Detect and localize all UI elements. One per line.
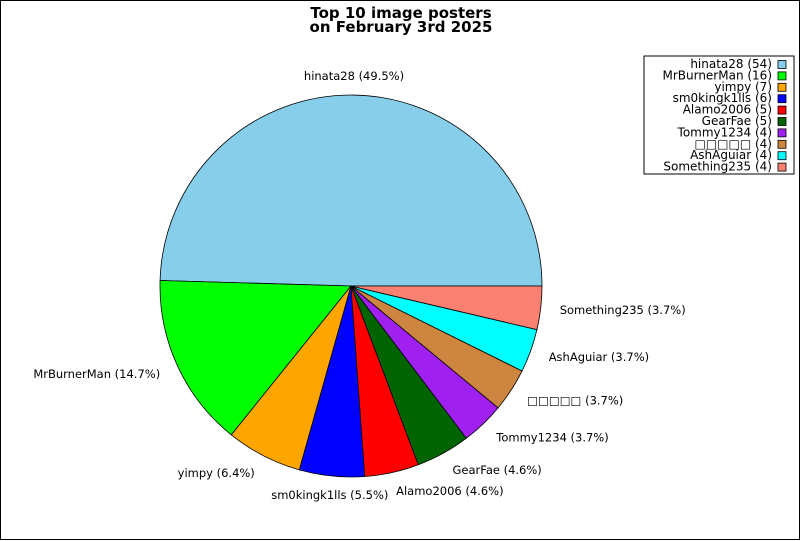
legend-label-5: GearFae (5): [702, 114, 772, 128]
legend-label-2: yimpy (7): [714, 80, 772, 94]
legend: hinata28 (54)MrBurnerMan (16)yimpy (7)sm…: [643, 55, 795, 175]
legend-swatch-8: [777, 151, 787, 161]
pie-slice-9: [350, 285, 543, 331]
chart-title-line-2: on February 3rd 2025: [310, 18, 493, 36]
legend-swatch-1: [777, 71, 787, 81]
legend-label-6: Tommy1234 (4): [677, 125, 772, 139]
legend-label-0: hinata28 (54): [690, 57, 772, 71]
slice-label-0: hinata28 (49.5%): [304, 69, 404, 83]
chart-title-line-1: Top 10 image posters: [310, 4, 491, 22]
legend-swatch-5: [777, 117, 787, 126]
pie-labels: hinata28 (49.5%) MrBurnerMan (14.7%) yimpy…: [33, 69, 685, 502]
legend-label-9: Something235 (4): [663, 160, 772, 174]
slice-label-6: Tommy1234 (3.7%): [495, 431, 608, 445]
legend-swatch-3: [777, 94, 787, 104]
legend-swatch-6: [777, 128, 787, 138]
legend-box: [643, 55, 795, 175]
legend-label-3: sm0kingk1lls (6): [673, 91, 772, 105]
legend-label-1: MrBurnerMan (16): [662, 68, 772, 82]
pie-slices: [159, 94, 543, 478]
pie-slice-1: [159, 280, 352, 436]
legend-swatch-7: [777, 139, 787, 149]
slice-label-3: sm0kingk1lls (5.5%): [271, 488, 388, 502]
slice-label-1: MrBurnerMan (14.7%): [33, 367, 160, 381]
legend-label-4: Alamo2006 (5): [683, 103, 772, 117]
legend-label-7: □□□□□ (4): [694, 137, 772, 151]
legend-swatch-2: [777, 82, 787, 92]
legend-swatch-4: [777, 105, 787, 115]
pie-slice-0: [159, 94, 543, 287]
legend-label-8: AshAguiar (4): [690, 148, 772, 162]
slice-label-4: Alamo2006 (4.6%): [396, 484, 503, 498]
slice-label-7: □□□□□ (3.7%): [527, 394, 623, 408]
slice-label-2: yimpy (6.4%): [178, 466, 255, 480]
legend-swatch-9: [777, 162, 787, 172]
slice-label-8: AshAguiar (3.7%): [549, 350, 649, 364]
slice-label-5: GearFae (4.6%): [453, 463, 542, 477]
legend-swatch-0: [777, 60, 787, 69]
slice-label-9: Something235 (3.7%): [560, 303, 686, 317]
